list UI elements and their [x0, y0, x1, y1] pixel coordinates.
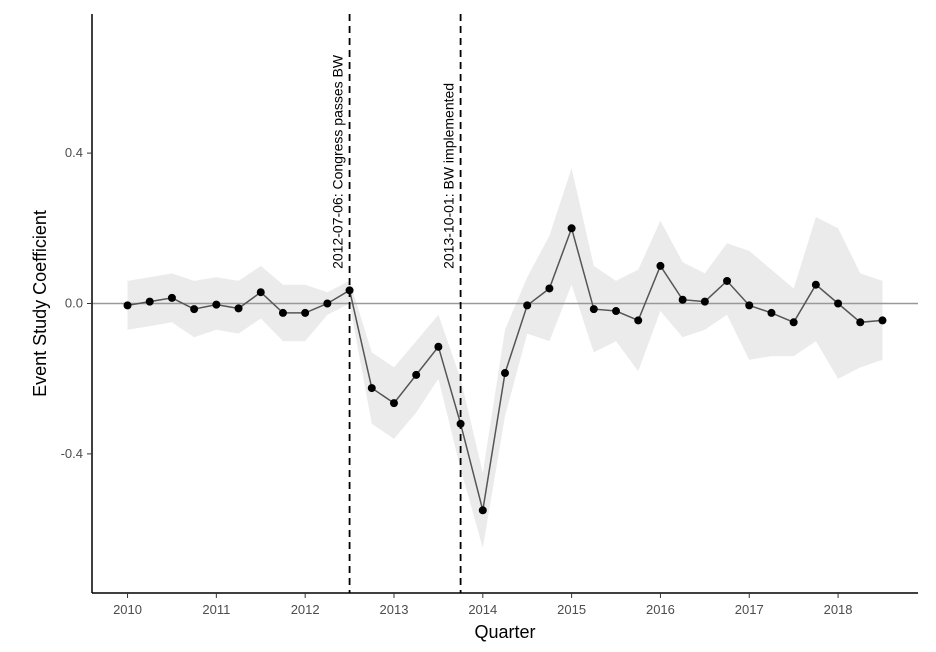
confidence-band	[127, 168, 883, 548]
data-point	[767, 308, 776, 317]
data-point	[478, 506, 487, 515]
event-line-label: 2012-07-06: Congress passes BW	[330, 54, 346, 269]
data-point	[501, 369, 509, 378]
data-point	[811, 280, 820, 289]
data-point	[856, 318, 865, 327]
data-point	[523, 301, 532, 310]
x-tick-label: 2014	[468, 602, 497, 617]
data-point	[389, 399, 398, 408]
data-point	[700, 297, 709, 306]
data-point	[367, 384, 376, 393]
data-point	[278, 308, 287, 317]
x-tick-label: 2013	[380, 602, 409, 617]
data-point	[878, 316, 887, 325]
event-lines-layer: 2012-07-06: Congress passes BW 2013-10-01…	[330, 14, 462, 593]
data-point	[167, 293, 176, 302]
x-tick-label: 2017	[735, 602, 764, 617]
data-point	[656, 261, 665, 270]
y-tick-label: -0.4	[61, 446, 83, 461]
data-point	[212, 300, 221, 309]
data-point	[234, 304, 243, 313]
series-points-layer	[123, 224, 887, 515]
data-point	[256, 288, 265, 297]
confidence-band-layer	[127, 168, 883, 548]
data-point	[434, 342, 443, 351]
data-point	[301, 308, 310, 317]
data-point	[412, 370, 421, 379]
data-point	[678, 295, 687, 304]
data-point	[612, 307, 621, 316]
data-point	[634, 316, 643, 325]
x-tick-label: 2015	[557, 602, 586, 617]
data-point	[123, 301, 132, 310]
y-axis-title: Event Study Coefficient	[30, 210, 50, 397]
x-tick-label: 2016	[646, 602, 675, 617]
x-tick-label: 2012	[291, 602, 320, 617]
data-point	[145, 297, 154, 306]
x-tick-label: 2011	[202, 602, 230, 617]
data-point	[190, 305, 199, 314]
y-tick-label: 0.0	[65, 296, 83, 311]
x-tick-label: 2010	[113, 602, 142, 617]
y-tick-label: 0.4	[65, 145, 83, 160]
event-line-label: 2013-10-01: BW implemented	[441, 83, 457, 269]
data-point	[545, 284, 554, 293]
x-tick-label: 2018	[824, 602, 853, 617]
data-point	[323, 299, 332, 308]
data-point	[589, 305, 598, 314]
axes-layer: -0.4 0.0 0.4 2010 2011 2012 2013 2014 2015 2016 20…	[61, 14, 918, 617]
data-point	[745, 301, 754, 310]
data-point	[834, 299, 843, 308]
data-point	[789, 318, 798, 327]
data-point	[567, 224, 576, 233]
x-axis-title: Quarter	[474, 622, 535, 642]
data-point	[723, 276, 732, 285]
